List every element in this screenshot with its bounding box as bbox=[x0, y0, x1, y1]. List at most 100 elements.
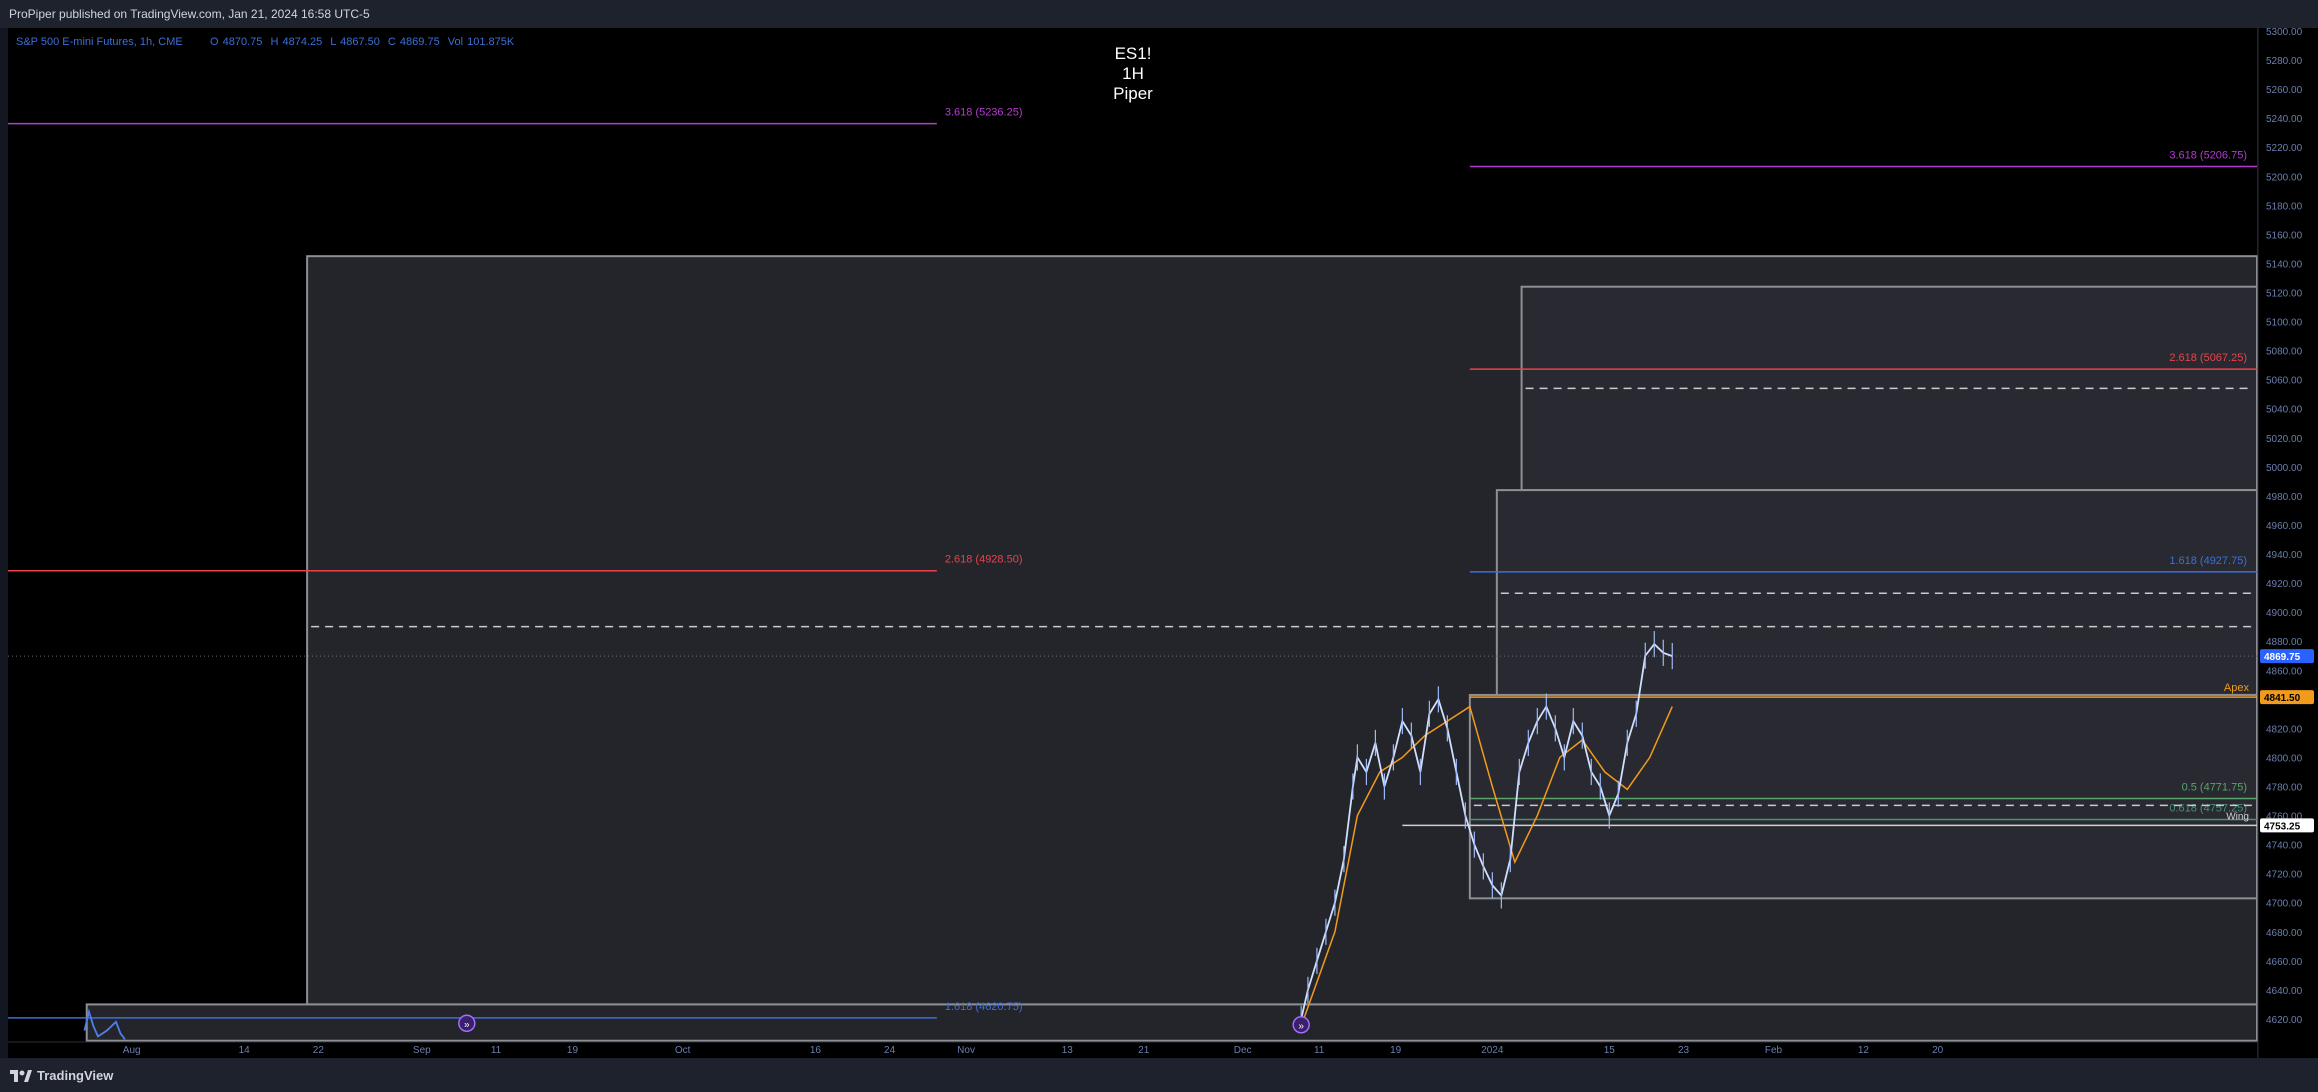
price-axis-bg bbox=[2258, 28, 2318, 1058]
footer-bar: TradingView bbox=[0, 1058, 2318, 1092]
price-tick-10: 5100.00 bbox=[2266, 318, 2303, 329]
last-price-tag-bg bbox=[2260, 649, 2314, 664]
time-tick-15: 2024 bbox=[1481, 1045, 1504, 1056]
fib-label-0: 3.618 (5236.25) bbox=[945, 107, 1023, 119]
time-tick-17: 23 bbox=[1678, 1045, 1690, 1056]
time-tick-1: 14 bbox=[239, 1045, 251, 1056]
legend-ohlc: O 4870.75 H 4874.25 L 4867.50 C 4869.75 … bbox=[210, 36, 515, 48]
watermark-line-2: 1H bbox=[1122, 64, 1144, 83]
legend-c-label: C bbox=[388, 36, 396, 48]
publish-header: ProPiper published on TradingView.com, J… bbox=[0, 0, 2318, 28]
price-tick-33: 4640.00 bbox=[2266, 986, 2303, 997]
price-tick-12: 5060.00 bbox=[2266, 376, 2303, 387]
price-tick-6: 5180.00 bbox=[2266, 201, 2303, 212]
price-tick-17: 4960.00 bbox=[2266, 521, 2303, 532]
price-tick-31: 4680.00 bbox=[2266, 928, 2303, 939]
price-tick-27: 4760.00 bbox=[2266, 812, 2303, 823]
time-tick-7: 16 bbox=[810, 1045, 822, 1056]
event-marker-glyph: » bbox=[1298, 1021, 1304, 1032]
legend-c-value: 4869.75 bbox=[400, 36, 440, 48]
price-tick-18: 4940.00 bbox=[2266, 550, 2303, 561]
price-line-early bbox=[83, 1008, 126, 1040]
rectangles-layer bbox=[85, 255, 2259, 1042]
tradingview-logo[interactable]: TradingView bbox=[10, 1068, 113, 1083]
time-tick-2: 22 bbox=[313, 1045, 325, 1056]
dashed-levels-layer bbox=[8, 387, 2257, 807]
last-price-tag: 4869.75 bbox=[2264, 652, 2301, 663]
event-marker-icon bbox=[1292, 1016, 1310, 1034]
fib-label-4: 1.618 (4927.75) bbox=[2169, 555, 2247, 567]
time-tick-18: Feb bbox=[1765, 1045, 1783, 1056]
time-axis: Aug 14 22 Sep 11 19 Oct 16 24 Nov 13 21 Dec 11 19 2024 1… bbox=[8, 1041, 2257, 1056]
wing-price-tag-bg bbox=[2260, 818, 2314, 833]
price-tick-28: 4740.00 bbox=[2266, 841, 2303, 852]
fib-levels-layer: 3.618 (5236.25) 3.618 (5206.75) 2.618 (506… bbox=[8, 107, 2257, 1019]
moving-average-line bbox=[1300, 705, 1673, 1027]
price-tick-30: 4700.00 bbox=[2266, 899, 2303, 910]
zone-box-3 bbox=[1468, 693, 2258, 900]
price-tick-15: 5000.00 bbox=[2266, 463, 2303, 474]
legend-vol-label: Vol bbox=[448, 36, 463, 48]
legend-o-label: O bbox=[210, 36, 219, 48]
time-tick-14: 19 bbox=[1390, 1045, 1402, 1056]
tradingview-logo-icon bbox=[10, 1069, 32, 1082]
legend-h-label: H bbox=[270, 36, 278, 48]
event-marker-1: » bbox=[1292, 1016, 1310, 1034]
fib-label-2: 2.618 (5067.25) bbox=[2169, 352, 2247, 364]
price-tick-21: 4880.00 bbox=[2266, 637, 2303, 648]
price-tick-26: 4780.00 bbox=[2266, 782, 2303, 793]
wing-price-tag: 4753.25 bbox=[2264, 821, 2301, 832]
time-tick-9: Nov bbox=[957, 1045, 975, 1056]
price-tick-20: 4900.00 bbox=[2266, 608, 2303, 619]
time-tick-4: 11 bbox=[491, 1045, 502, 1056]
price-tick-14: 5020.00 bbox=[2266, 434, 2303, 445]
price-tick-1: 5280.00 bbox=[2266, 56, 2303, 67]
price-axis: 5300.00 5280.00 5260.00 5240.00 5220.00 5200.… bbox=[2257, 28, 2318, 1058]
price-tick-5: 5200.00 bbox=[2266, 172, 2303, 183]
time-tick-5: 19 bbox=[567, 1045, 579, 1056]
price-tick-29: 4720.00 bbox=[2266, 870, 2303, 881]
legend-h-value: 4874.25 bbox=[282, 36, 322, 48]
legend-vol-value: 101.875K bbox=[467, 36, 515, 48]
fib-label-1: 3.618 (5206.75) bbox=[2169, 149, 2247, 161]
legend-l-value: 4867.50 bbox=[340, 36, 380, 48]
zone-box-4 bbox=[85, 1003, 2258, 1042]
time-tick-3: Sep bbox=[413, 1045, 431, 1056]
price-tick-9: 5120.00 bbox=[2266, 289, 2303, 300]
price-tick-11: 5080.00 bbox=[2266, 347, 2303, 358]
price-tick-34: 4620.00 bbox=[2266, 1015, 2303, 1026]
fib-label-6: 0.5 (4771.75) bbox=[2182, 781, 2247, 793]
time-tick-19: 12 bbox=[1858, 1045, 1870, 1056]
price-series-layer: »» bbox=[83, 631, 1673, 1040]
price-tick-7: 5160.00 bbox=[2266, 230, 2303, 241]
legend-o-value: 4870.75 bbox=[223, 36, 263, 48]
apex-price-tag: 4841.50 bbox=[2264, 693, 2301, 704]
apex-label: Apex bbox=[2224, 682, 2250, 694]
event-marker-glyph: » bbox=[464, 1019, 470, 1030]
price-tick-25: 4800.00 bbox=[2266, 753, 2303, 764]
price-tick-13: 5040.00 bbox=[2266, 405, 2303, 416]
time-tick-0: Aug bbox=[123, 1045, 141, 1056]
legend-l-label: L bbox=[330, 36, 336, 48]
price-chart[interactable]: 3.618 (5236.25) 3.618 (5206.75) 2.618 (506… bbox=[0, 28, 2318, 1058]
time-tick-6: Oct bbox=[675, 1045, 691, 1056]
price-tick-8: 5140.00 bbox=[2266, 259, 2303, 270]
price-tick-3: 5240.00 bbox=[2266, 114, 2303, 125]
event-marker-0: » bbox=[458, 1014, 476, 1033]
zone-box-2 bbox=[1495, 489, 2258, 696]
price-tick-24: 4820.00 bbox=[2266, 724, 2303, 735]
fib-label-3: 2.618 (4928.50) bbox=[945, 554, 1023, 566]
fib-label-5: 1.618 (4620.75) bbox=[945, 1001, 1023, 1013]
legend-symbol: S&P 500 E-mini Futures, 1h, CME bbox=[16, 36, 183, 48]
time-tick-12: Dec bbox=[1234, 1045, 1252, 1056]
apex-price-tag-bg bbox=[2260, 690, 2314, 705]
time-tick-13: 11 bbox=[1314, 1045, 1325, 1056]
price-tick-32: 4660.00 bbox=[2266, 957, 2303, 968]
price-tick-19: 4920.00 bbox=[2266, 579, 2303, 590]
time-tick-16: 15 bbox=[1604, 1045, 1616, 1056]
event-marker-icon bbox=[458, 1014, 476, 1033]
watermark-line-3: Piper bbox=[1113, 84, 1153, 103]
price-tick-2: 5260.00 bbox=[2266, 85, 2303, 96]
price-tick-16: 4980.00 bbox=[2266, 492, 2303, 503]
time-tick-8: 24 bbox=[884, 1045, 896, 1056]
